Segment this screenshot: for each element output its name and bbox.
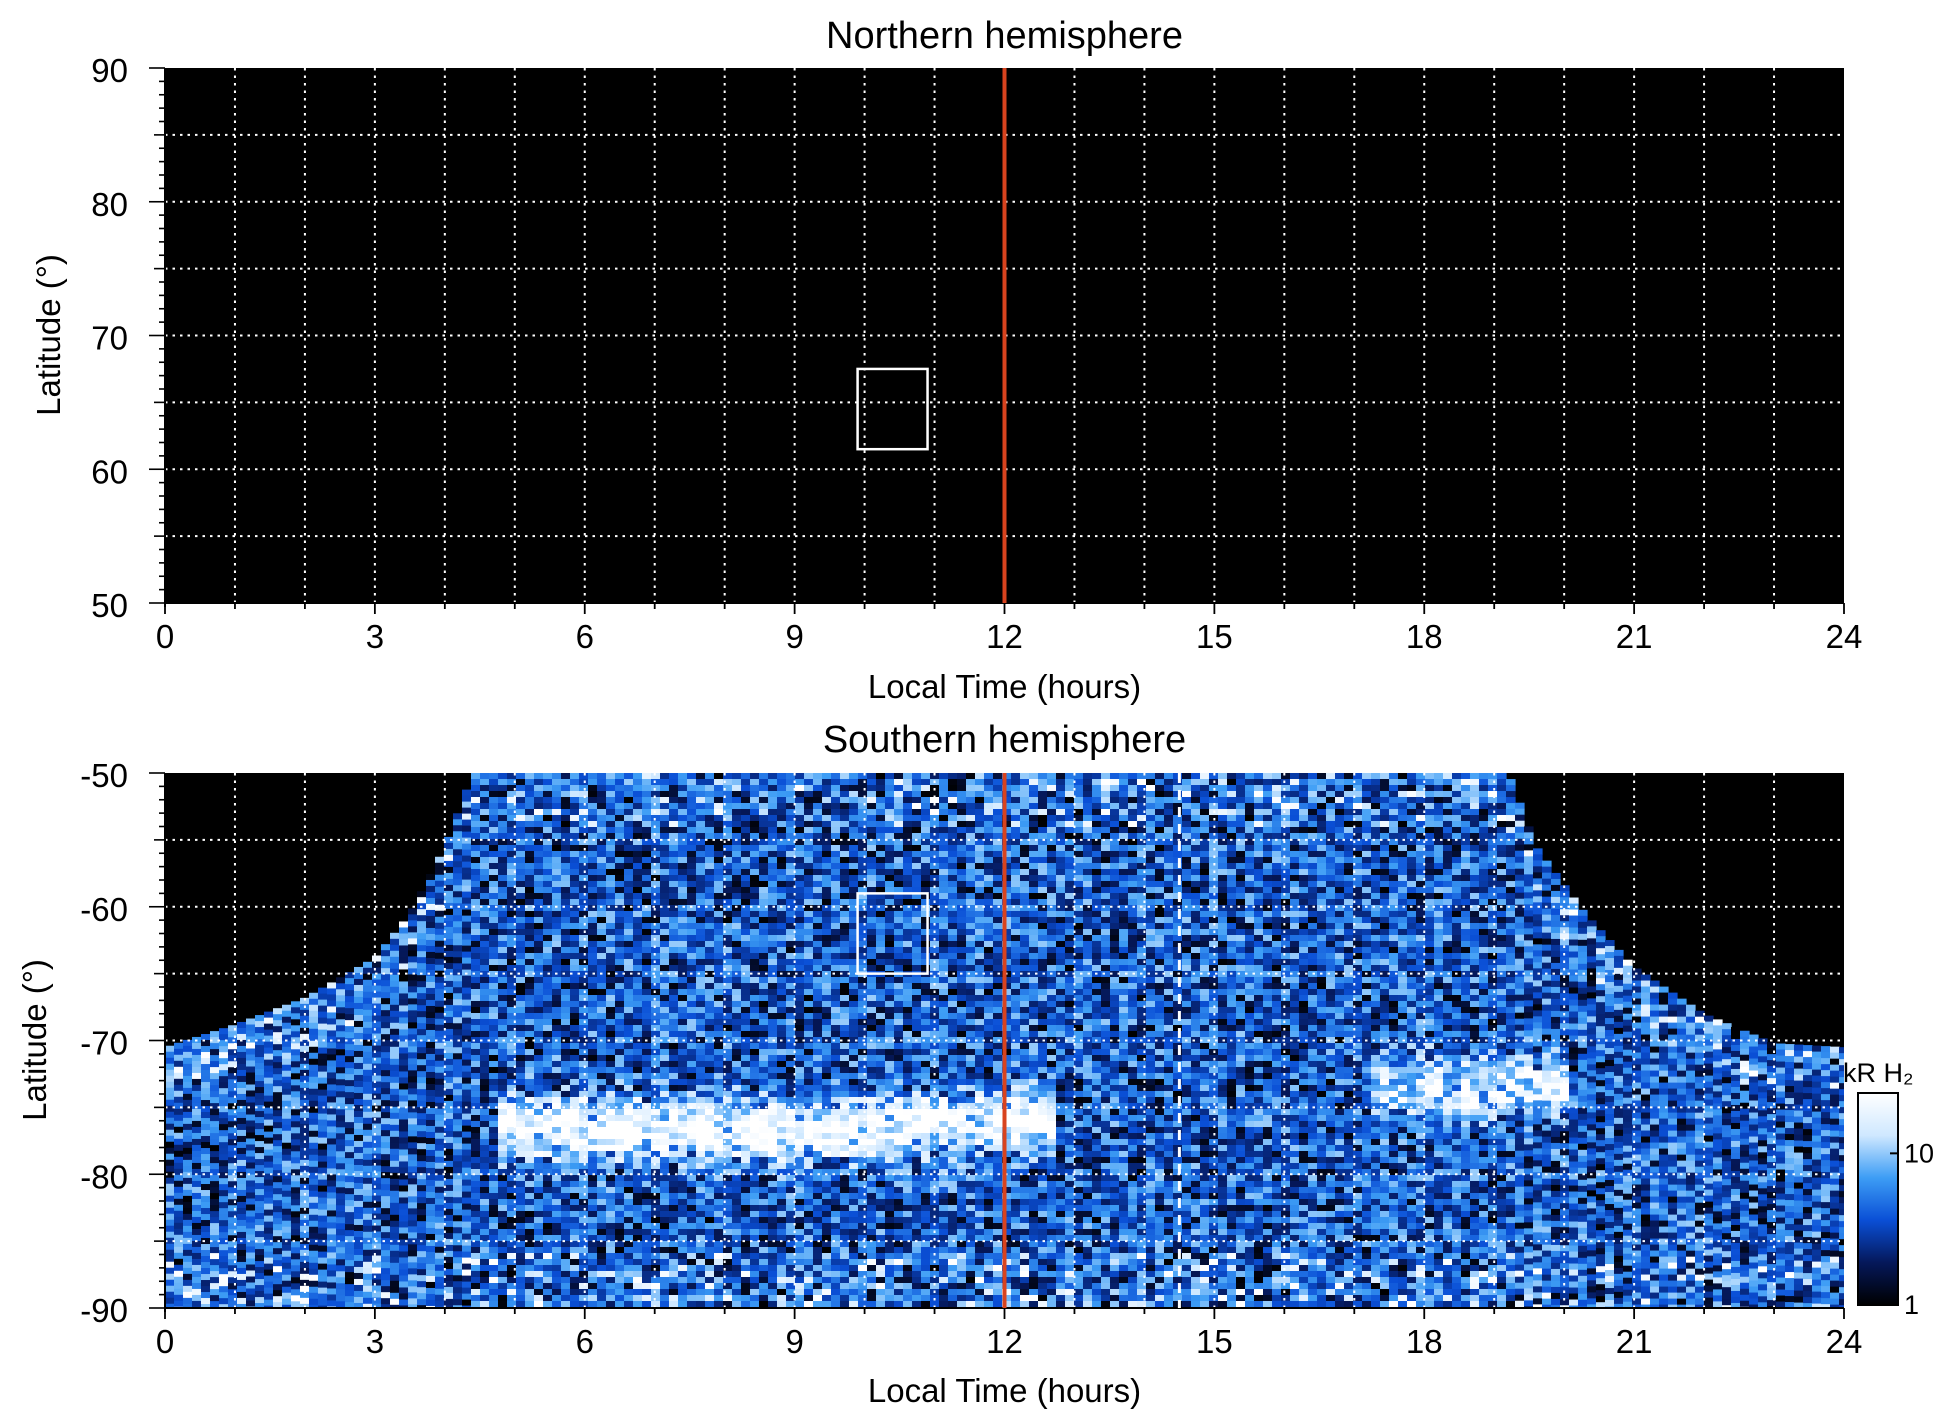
north-x-tick-label: 3 (366, 618, 384, 655)
north-x-tick-label: 9 (785, 618, 803, 655)
south-y-axis-label: Latitude (°) (16, 959, 53, 1121)
north-x-axis-label: Local Time (hours) (868, 668, 1141, 705)
colorbar-tick-label: 10 (1904, 1138, 1934, 1168)
south-x-tick-labels: 0 3 6 9 12 15 18 21 24 (156, 1323, 1863, 1360)
south-x-tick-label: 18 (1406, 1323, 1443, 1360)
north-x-tick-labels: 0 3 6 9 12 15 18 21 24 (156, 618, 1863, 655)
north-x-tick-label: 0 (156, 618, 174, 655)
south-x-tick-label: 21 (1616, 1323, 1653, 1360)
south-emission-map (165, 773, 1844, 1308)
north-y-tick-label: 50 (91, 587, 128, 624)
north-y-tick-label: 80 (91, 186, 128, 223)
south-x-tick-label: 3 (366, 1323, 384, 1360)
south-x-tick-label: 15 (1196, 1323, 1233, 1360)
north-panel: Northern hemisphere 0 3 6 9 12 15 18 21 24 50 60 7… (30, 15, 1862, 705)
colorbar-ticks: 1 10 (1890, 1138, 1934, 1320)
south-y-tick-label: -80 (80, 1158, 128, 1195)
north-x-tick-label: 12 (986, 618, 1023, 655)
south-x-tick-label: 24 (1826, 1323, 1863, 1360)
north-x-tick-label: 18 (1406, 618, 1443, 655)
south-grid (165, 773, 1844, 1308)
north-title: Northern hemisphere (826, 15, 1183, 57)
south-x-tick-label: 0 (156, 1323, 174, 1360)
north-x-tick-label: 6 (576, 618, 594, 655)
south-y-tick-label: -50 (80, 757, 128, 794)
south-x-tick-label: 12 (986, 1323, 1023, 1360)
north-y-tick-label: 70 (91, 320, 128, 357)
south-title: Southern hemisphere (823, 719, 1186, 761)
south-box (856, 892, 929, 975)
north-y-tick-label: 90 (91, 52, 128, 89)
colorbar-tick-label: 1 (1904, 1290, 1919, 1320)
north-box (856, 367, 929, 451)
south-y-tick-label: -90 (80, 1292, 128, 1329)
colorbar-gradient (1857, 1092, 1899, 1306)
south-x-tick-label: 9 (785, 1323, 803, 1360)
south-x-tick-label: 6 (576, 1323, 594, 1360)
colorbar: kR H₂ 1 10 (1843, 1058, 1934, 1320)
south-y-tick-label: -70 (80, 1025, 128, 1062)
north-x-tick-label: 24 (1826, 618, 1863, 655)
south-x-axis-label: Local Time (hours) (868, 1372, 1141, 1409)
colorbar-label: kR H₂ (1843, 1058, 1913, 1088)
north-grid (165, 68, 1844, 603)
north-x-tick-label: 15 (1196, 618, 1233, 655)
north-y-tick-labels: 50 60 70 80 90 (91, 52, 128, 624)
south-y-tick-label: -60 (80, 891, 128, 928)
north-y-tick-label: 60 (91, 453, 128, 490)
north-x-tick-label: 21 (1616, 618, 1653, 655)
south-y-tick-labels: -90 -80 -70 -60 -50 (80, 757, 128, 1329)
north-y-axis-label: Latitude (°) (30, 254, 67, 416)
south-panel: Southern hemisphere 0 3 6 9 12 15 18 21 24 -90 -8… (16, 719, 1862, 1409)
